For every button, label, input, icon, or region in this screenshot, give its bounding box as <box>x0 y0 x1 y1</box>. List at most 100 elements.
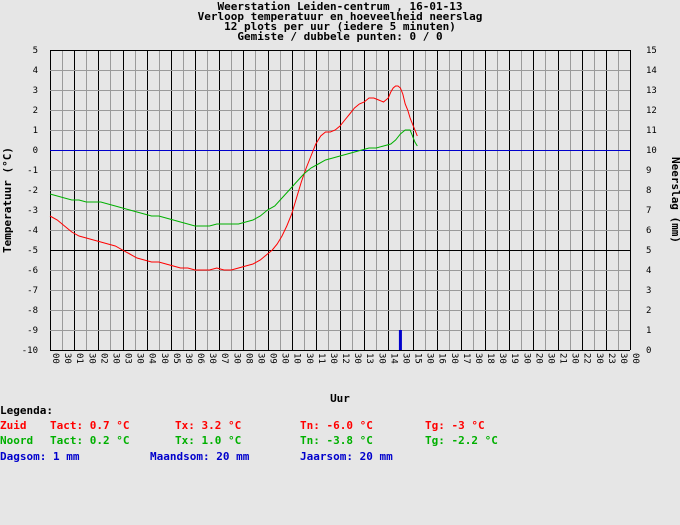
chart-title: Weerstation Leiden-centrum , 16-01-13 Ve… <box>198 0 483 43</box>
x-tick-label-half: 30 <box>352 353 362 364</box>
y-tick-label-right: 7 <box>646 206 651 216</box>
legend-tact: Tact: 0.2 °C <box>50 434 130 447</box>
x-tick-label-hour: 15 <box>413 353 423 364</box>
y-tick-label-right: 2 <box>646 306 651 316</box>
y-tick-label-left: -7 <box>27 286 38 296</box>
y-tick-label-right: 12 <box>646 106 657 116</box>
x-tick-label-half: 30 <box>594 353 604 364</box>
x-tick-label-hour: 22 <box>582 353 592 364</box>
y-tick-label-left: -3 <box>27 206 38 216</box>
y-tick-label-right: 9 <box>646 166 651 176</box>
y-tick-label-left: 2 <box>33 106 38 116</box>
series-lines <box>49 85 418 271</box>
x-tick-label-half: 30 <box>570 353 580 364</box>
x-tick-label-hour: 23 <box>606 353 616 364</box>
x-tick-label-hour: 07 <box>219 353 229 364</box>
y-axis-label-right: Neerslag (mm) <box>669 157 680 243</box>
x-tick-label-hour: 08 <box>243 353 253 364</box>
x-tick-label-half: 30 <box>255 353 265 364</box>
x-tick-label-hour: 10 <box>292 353 302 364</box>
x-tick-label-hour: 16 <box>437 353 447 364</box>
y-axis-label-left: Temperatuur (°C) <box>1 147 14 253</box>
x-tick-label-hour: 09 <box>268 353 278 364</box>
x-tick-label-hour: 00 <box>630 353 640 364</box>
legend-tg: Tg: -3 °C <box>425 419 485 432</box>
y-tick-label-left: -4 <box>27 226 38 236</box>
x-tick-label-half: 30 <box>86 353 96 364</box>
legend-row-totals: Dagsom: 1 mm Maandsom: 20 mm Jaarsom: 20… <box>0 450 680 464</box>
x-tick-label-hour: 21 <box>558 353 568 364</box>
title-line-3: 12 plots per uur (iedere 5 minuten) <box>224 20 456 33</box>
y-tick-label-left: 1 <box>33 126 38 136</box>
legend-tx: Tx: 3.2 °C <box>175 419 242 432</box>
title-line-1: Weerstation Leiden-centrum , 16-01-13 <box>217 0 462 13</box>
x-tick-label-hour: 00 <box>50 353 60 364</box>
legend-maandsom: Maandsom: 20 mm <box>150 450 250 463</box>
x-tick-label-half: 30 <box>183 353 193 364</box>
x-tick-label-hour: 19 <box>509 353 519 364</box>
legend-tx: Tx: 1.0 °C <box>175 434 242 447</box>
y-tick-label-right: 6 <box>646 226 651 236</box>
x-tick-label-hour: 04 <box>147 353 157 364</box>
series-line-noord <box>49 129 418 227</box>
y-tick-label-left: 3 <box>33 86 38 96</box>
title-line-4: Gemiste / dubbele punten: 0 / 0 <box>237 30 442 43</box>
legend-dagsom: Dagsom: 1 mm <box>0 450 80 463</box>
tick-labels: 543210-1-2-3-4-5-6-7-8-9-101514131211109… <box>22 46 657 364</box>
chart: Weerstation Leiden-centrum , 16-01-13 Ve… <box>1 0 680 404</box>
x-tick-label-half: 30 <box>62 353 72 364</box>
series-line-zuid <box>49 85 418 271</box>
y-tick-label-right: 11 <box>646 126 657 136</box>
y-tick-label-left: 0 <box>33 146 38 156</box>
y-tick-label-right: 10 <box>646 146 657 156</box>
x-tick-label-half: 30 <box>159 353 169 364</box>
legend-row-zuid: Zuid Tact: 0.7 °C Tx: 3.2 °C Tn: -6.0 °C… <box>0 419 680 433</box>
x-tick-label-hour: 03 <box>123 353 133 364</box>
x-tick-label-half: 30 <box>110 353 120 364</box>
x-tick-label-half: 30 <box>280 353 290 364</box>
x-tick-label-half: 30 <box>400 353 410 364</box>
x-tick-label-hour: 17 <box>461 353 471 364</box>
x-tick-label-half: 30 <box>545 353 555 364</box>
precip-bars <box>398 330 402 350</box>
y-tick-label-right: 8 <box>646 186 651 196</box>
y-tick-label-left: 5 <box>33 46 38 56</box>
y-tick-label-right: 14 <box>646 66 657 76</box>
legend-tg: Tg: -2.2 °C <box>425 434 498 447</box>
x-tick-label-hour: 06 <box>195 353 205 364</box>
y-tick-label-left: -8 <box>27 306 38 316</box>
x-tick-label-half: 30 <box>328 353 338 364</box>
x-tick-label-half: 30 <box>231 353 241 364</box>
x-tick-label-half: 30 <box>618 353 628 364</box>
y-tick-label-right: 4 <box>646 266 651 276</box>
y-tick-label-left: -5 <box>27 246 38 256</box>
y-tick-label-left: -1 <box>27 166 38 176</box>
x-tick-label-hour: 18 <box>485 353 495 364</box>
y-tick-label-right: 0 <box>646 346 651 356</box>
x-tick-label-hour: 02 <box>98 353 108 364</box>
x-tick-label-half: 30 <box>304 353 314 364</box>
x-tick-label-half: 30 <box>135 353 145 364</box>
y-tick-label-right: 5 <box>646 246 651 256</box>
legend-series-name: Zuid <box>0 419 27 432</box>
y-tick-label-left: -10 <box>22 346 38 356</box>
legend-tn: Tn: -6.0 °C <box>300 419 373 432</box>
x-tick-label-half: 30 <box>449 353 459 364</box>
x-tick-label-hour: 20 <box>533 353 543 364</box>
x-tick-label-hour: 01 <box>74 353 84 364</box>
legend-series-name: Noord <box>0 434 34 447</box>
x-tick-label-half: 30 <box>207 353 217 364</box>
grid <box>50 50 631 351</box>
y-tick-label-right: 3 <box>646 286 651 296</box>
y-tick-label-left: -9 <box>27 326 38 336</box>
y-tick-label-left: 4 <box>33 66 38 76</box>
x-tick-label-hour: 12 <box>340 353 350 364</box>
legend-jaarsom: Jaarsom: 20 mm <box>300 450 393 463</box>
x-tick-label-half: 30 <box>521 353 531 364</box>
x-axis-label: Uur <box>330 392 350 404</box>
x-tick-label-half: 30 <box>425 353 435 364</box>
y-tick-label-right: 15 <box>646 46 657 56</box>
x-tick-label-hour: 14 <box>388 353 398 364</box>
legend-heading: Legenda: <box>0 404 53 417</box>
legend-tn: Tn: -3.8 °C <box>300 434 373 447</box>
